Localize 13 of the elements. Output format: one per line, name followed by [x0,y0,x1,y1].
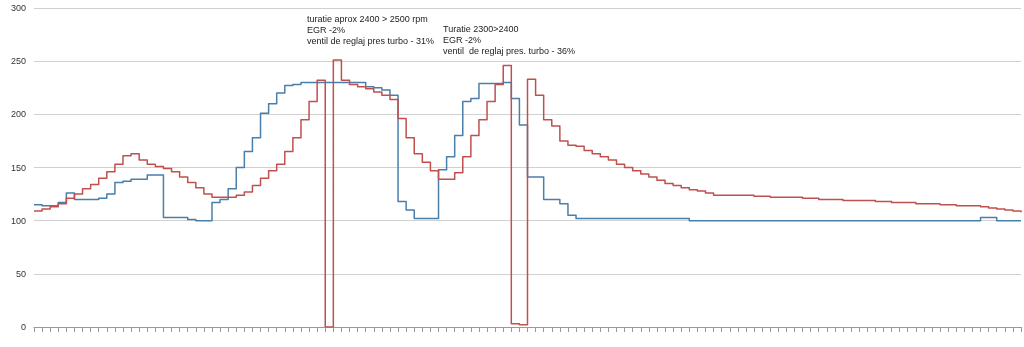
y-tick-label: 50 [15,268,26,279]
annotation: ventil de reglaj pres turbo - 31% [307,35,435,46]
annotation: turatie aprox 2400 > 2500 rpm [307,13,428,24]
y-tick-label: 250 [10,56,26,67]
y-tick-label: 200 [10,109,26,120]
y-tick-label: 150 [10,162,26,173]
annotation: ventil de reglaj pres. turbo - 36% [443,45,576,56]
y-tick-label: 0 [20,322,26,332]
annotation: EGR -2% [443,34,482,45]
y-tick-label: 300 [10,3,26,13]
y-tick-label: 100 [10,215,26,226]
annotation: EGR -2% [307,24,346,35]
annotation: Turatie 2300>2400 [443,23,519,34]
